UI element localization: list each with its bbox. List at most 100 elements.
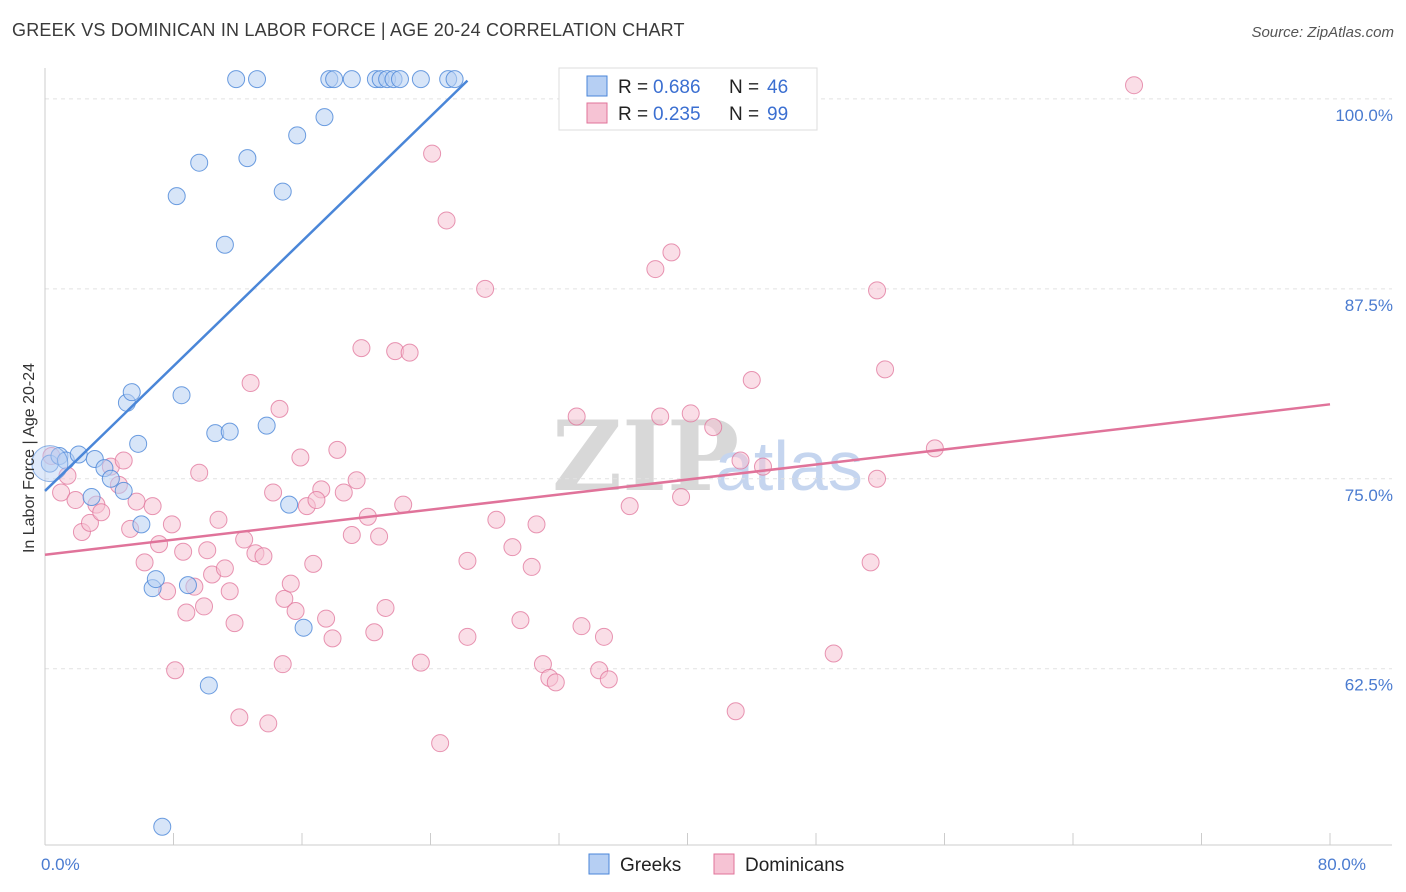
dominican-point [868, 281, 887, 300]
dominican-points [42, 76, 1144, 753]
trendlines [44, 79, 1331, 556]
greek-point [325, 70, 344, 89]
dominican-point [174, 542, 193, 561]
dominican-point [731, 451, 750, 470]
greek-trendline [44, 79, 469, 492]
dominican-point [370, 527, 389, 546]
y-tick-label: 87.5% [1345, 296, 1393, 315]
greek-cluster-point [31, 445, 69, 483]
bottom-legend-greek-label: Greeks [620, 855, 681, 876]
dominican-point [742, 371, 761, 389]
dominican-point [347, 471, 366, 490]
legend-greek-n-value: 46 [767, 77, 788, 98]
dominican-point [672, 488, 691, 507]
dominican-point [503, 538, 522, 557]
dominican-point [291, 448, 310, 467]
dominican-point [220, 582, 239, 601]
greek-point [220, 422, 239, 441]
dominican-point [352, 339, 371, 358]
greek-point [390, 70, 409, 89]
greek-point [280, 495, 299, 514]
greek-point [342, 70, 361, 89]
bottom-legend-dominican-swatch [713, 853, 735, 875]
dominican-point [195, 597, 214, 616]
dominican-point [273, 655, 292, 674]
dominican-point [861, 553, 880, 572]
dominican-point [286, 601, 305, 620]
dominican-point [487, 510, 506, 529]
greek-point [411, 70, 430, 89]
dominican-point [681, 404, 700, 423]
greek-point [114, 481, 133, 500]
dominican-point [317, 609, 336, 628]
dominican-point [80, 513, 99, 532]
greek-point [199, 676, 218, 695]
greek-point [257, 416, 276, 435]
greek-point [273, 182, 292, 201]
legend-dominican-n-value: 99 [767, 104, 788, 125]
dominican-point [458, 627, 477, 646]
dominican-point [270, 399, 289, 418]
greek-point [215, 235, 234, 254]
greek-point [178, 576, 197, 595]
dominican-point [190, 463, 209, 482]
greek-point [129, 434, 148, 453]
greek-point [315, 108, 334, 127]
dominican-point [458, 551, 477, 570]
dominican-point [662, 243, 681, 262]
dominican-trendline [44, 403, 1331, 556]
legend-dominican-r-value: 0.235 [653, 104, 701, 125]
dominican-point [209, 510, 228, 529]
dominican-point [52, 483, 71, 502]
dominican-point [66, 491, 85, 510]
dominican-point [868, 469, 887, 488]
greek-point [146, 570, 165, 589]
greek-point [101, 469, 120, 488]
dominican-point [259, 714, 278, 733]
dominican-point [92, 503, 111, 522]
dominican-point [567, 407, 586, 426]
dominican-point [143, 497, 162, 516]
dominican-point [572, 617, 591, 636]
dominican-point [254, 547, 273, 566]
dominican-point [594, 627, 613, 646]
dominican-point [824, 644, 843, 663]
dominican-point [166, 661, 185, 680]
y-tick-label: 75.0% [1345, 486, 1393, 505]
greek-point [294, 618, 313, 637]
greek-point [167, 187, 186, 206]
dominican-point [376, 598, 395, 617]
dominican-point [1125, 76, 1144, 95]
greek-point [248, 70, 267, 89]
greek-point [190, 153, 209, 172]
y-axis-label: In Labor Force | Age 20-24 [21, 363, 38, 553]
dominican-point [150, 535, 169, 554]
dominican-point [135, 553, 154, 572]
dominican-point [235, 530, 254, 549]
legend-greek-r-value: 0.686 [653, 77, 701, 98]
legend-greek-n-label: N = [729, 77, 759, 98]
greek-point [69, 445, 88, 464]
dominican-point [177, 603, 196, 622]
y-tick-label: 100.0% [1335, 106, 1393, 125]
dominican-point [304, 554, 323, 573]
dominican-point [411, 653, 430, 672]
dominican-point [527, 515, 546, 534]
source-credit: Source: ZipAtlas.com [1251, 24, 1394, 41]
bottom-legend-dominican-label: Dominicans [745, 855, 844, 876]
dominican-point [230, 708, 249, 727]
greek-point [153, 817, 172, 836]
greek-point [238, 149, 257, 168]
dominican-point [334, 483, 353, 502]
dominican-point [365, 623, 384, 642]
correlation-legend: R = 0.686 N = 46 R = 0.235 N = 99 [558, 67, 818, 131]
greek-point [445, 70, 464, 89]
greek-point [132, 515, 151, 534]
dominican-point [704, 418, 723, 437]
y-tick-label: 62.5% [1345, 676, 1393, 695]
dominican-point [264, 483, 283, 502]
dominican-point [394, 495, 413, 514]
dominican-point [162, 515, 181, 534]
legend-dominican-swatch [586, 102, 608, 124]
dominican-point [423, 144, 442, 163]
